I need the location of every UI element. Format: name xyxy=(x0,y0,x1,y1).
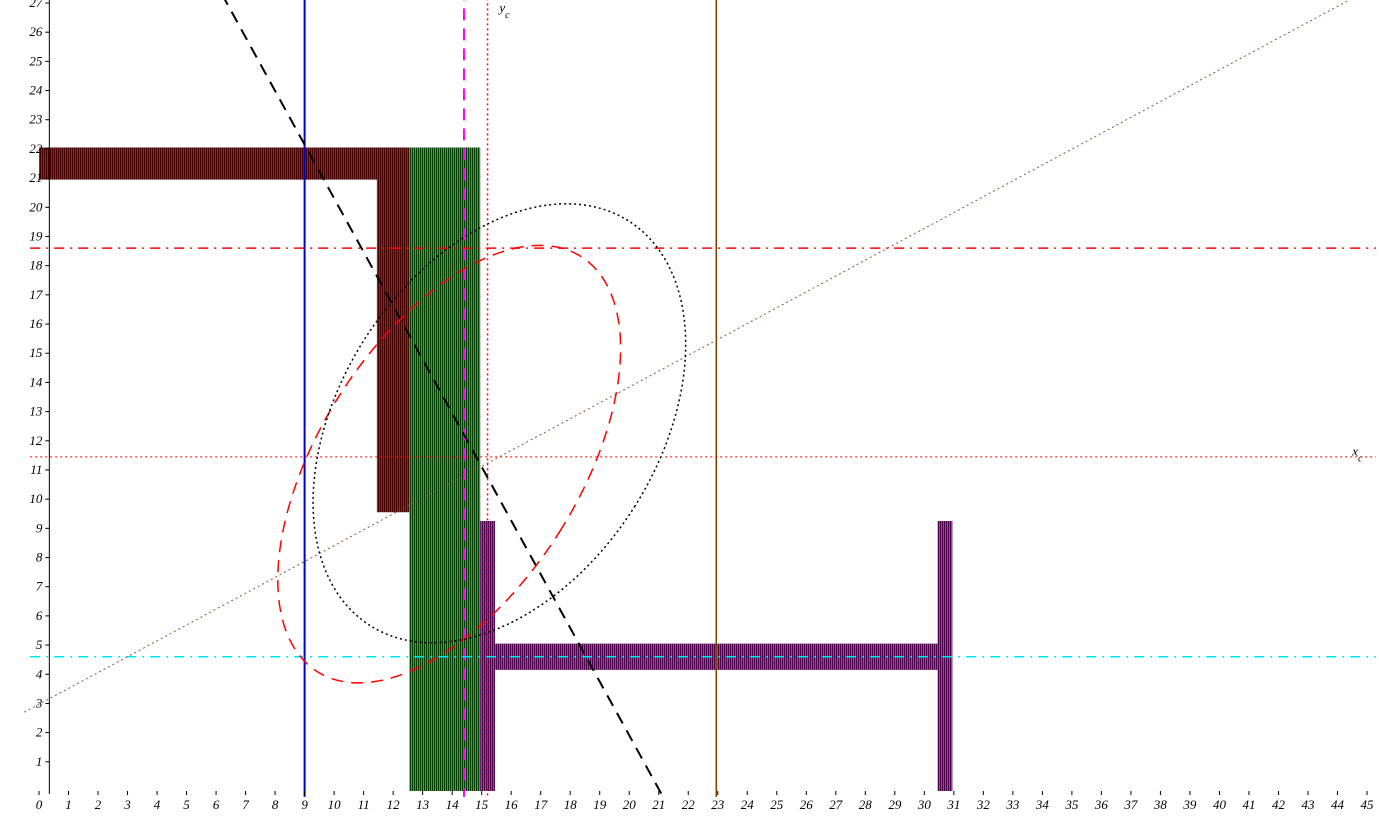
x-tick-label: 18 xyxy=(564,797,578,812)
y-tick-label: 15 xyxy=(29,345,43,360)
y-tick-label: 2 xyxy=(36,725,43,740)
y-tick-label: 17 xyxy=(29,287,43,302)
x-tick-label: 38 xyxy=(1153,797,1168,812)
x-tick-label: 31 xyxy=(946,797,960,812)
y-tick-label: 19 xyxy=(29,228,43,243)
x-tick-label: 1 xyxy=(65,797,72,812)
x-tick-label: 43 xyxy=(1301,797,1315,812)
x-tick-label: 16 xyxy=(505,797,519,812)
x-tick-label: 13 xyxy=(416,797,430,812)
y-tick-label: 3 xyxy=(35,695,43,710)
x-tick-label: 44 xyxy=(1331,797,1345,812)
y-tick-label: 1 xyxy=(36,754,43,769)
x-tick-label: 32 xyxy=(976,797,991,812)
y-tick-label: 18 xyxy=(29,258,43,273)
y-tick-label: 24 xyxy=(29,83,43,98)
x-tick-label: 4 xyxy=(154,797,161,812)
x-tick-label: 28 xyxy=(859,797,873,812)
y-tick-label: 21 xyxy=(29,170,42,185)
y-tick-label: 16 xyxy=(29,316,43,331)
y-tick-label: 12 xyxy=(29,433,43,448)
y-tick-label: 4 xyxy=(36,666,43,681)
x-tick-label: 30 xyxy=(917,797,932,812)
x-tick-label: 40 xyxy=(1213,797,1227,812)
y-tick-label: 27 xyxy=(29,0,43,10)
x-tick-label: 0 xyxy=(36,797,43,812)
x-tick-label: 5 xyxy=(183,797,190,812)
y-tick-label: 13 xyxy=(29,404,43,419)
x-tick-label: 42 xyxy=(1272,797,1286,812)
label-yc: yc xyxy=(497,0,510,20)
x-tick-label: 17 xyxy=(534,797,548,812)
y-tick-label: 26 xyxy=(29,24,43,39)
x-tick-label: 2 xyxy=(95,797,102,812)
x-tick-label: 25 xyxy=(770,797,784,812)
x-tick-label: 41 xyxy=(1242,797,1255,812)
x-tick-label: 29 xyxy=(888,797,902,812)
x-tick-label: 36 xyxy=(1094,797,1109,812)
y-tick-label: 20 xyxy=(29,199,43,214)
y-tick-label: 11 xyxy=(30,462,42,477)
x-tick-label: 22 xyxy=(682,797,696,812)
black-dotted-ellipse xyxy=(236,137,763,710)
x-tick-label: 9 xyxy=(301,797,308,812)
x-tick-label: 24 xyxy=(741,797,755,812)
red-hatched-angle xyxy=(39,147,409,512)
x-tick-label: 23 xyxy=(711,797,725,812)
y-tick-label: 8 xyxy=(36,550,43,565)
x-tick-label: 26 xyxy=(800,797,814,812)
engineering-plot: 0123456789101112131415161718192021222324… xyxy=(0,0,1379,829)
x-tick-label: 7 xyxy=(242,797,249,812)
x-tick-label: 20 xyxy=(623,797,637,812)
x-tick-label: 34 xyxy=(1035,797,1050,812)
y-tick-label: 14 xyxy=(29,374,43,389)
x-tick-label: 33 xyxy=(1005,797,1020,812)
x-tick-label: 15 xyxy=(475,797,489,812)
y-tick-label: 5 xyxy=(36,637,43,652)
x-tick-label: 8 xyxy=(272,797,279,812)
brown-dotted-diagonal xyxy=(24,0,1379,712)
x-tick-label: 12 xyxy=(387,797,401,812)
y-tick-label: 7 xyxy=(36,579,43,594)
y-tick-label: 23 xyxy=(29,112,43,127)
y-tick-label: 10 xyxy=(29,491,43,506)
x-tick-label: 10 xyxy=(328,797,342,812)
y-tick-label: 22 xyxy=(29,141,43,156)
x-tick-label: 27 xyxy=(829,797,843,812)
x-tick-label: 6 xyxy=(213,797,220,812)
y-tick-label: 9 xyxy=(36,520,43,535)
x-tick-label: 35 xyxy=(1064,797,1079,812)
x-tick-label: 21 xyxy=(652,797,665,812)
x-tick-label: 11 xyxy=(358,797,370,812)
x-tick-label: 37 xyxy=(1123,797,1138,812)
label-xc: xc xyxy=(1351,443,1363,464)
x-tick-label: 45 xyxy=(1361,797,1375,812)
y-tick-label: 25 xyxy=(29,53,43,68)
x-tick-label: 39 xyxy=(1182,797,1197,812)
x-tick-label: 3 xyxy=(123,797,131,812)
green-hatched-rect xyxy=(409,147,480,791)
x-tick-label: 14 xyxy=(446,797,460,812)
y-tick-label: 6 xyxy=(36,608,43,623)
x-tick-label: 19 xyxy=(593,797,607,812)
